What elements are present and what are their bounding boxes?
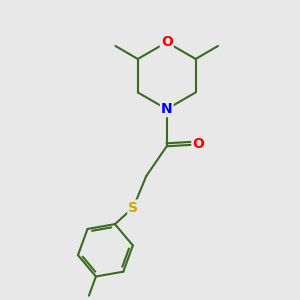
Text: O: O (192, 137, 204, 152)
Text: O: O (161, 35, 173, 49)
Text: N: N (161, 102, 172, 116)
Text: S: S (128, 201, 138, 214)
